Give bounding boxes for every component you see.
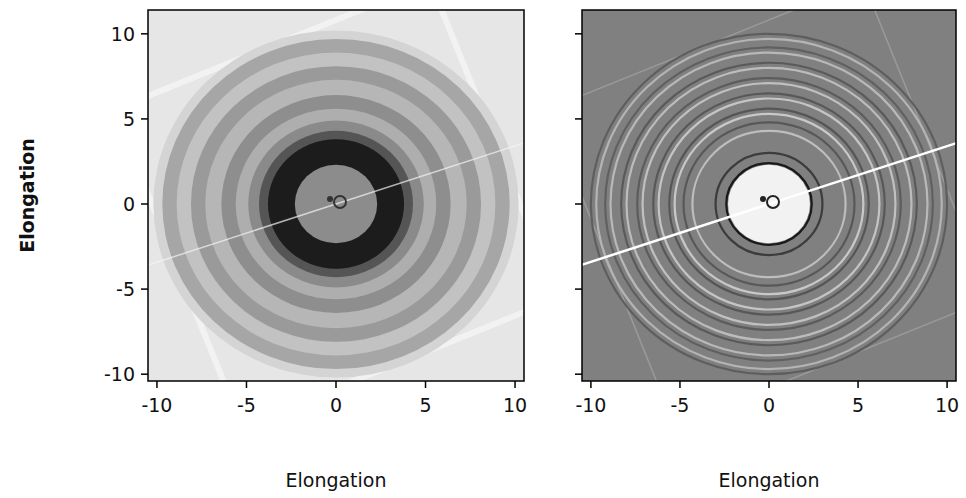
x-tick-label: 0 <box>330 394 342 416</box>
detector-edge <box>148 10 524 381</box>
y-tick-label: 0 <box>123 193 135 215</box>
center-mark <box>760 196 766 202</box>
y-tick <box>575 288 582 290</box>
y-tick <box>575 33 582 35</box>
plot-area <box>582 10 956 381</box>
x-tick-label: -5 <box>237 394 256 416</box>
x-tick <box>425 381 427 388</box>
center-mark <box>334 196 346 208</box>
x-tick-label: -10 <box>575 394 606 416</box>
y-tick <box>141 118 148 120</box>
x-tick-label: 10 <box>503 394 527 416</box>
x-axis-title: Elongation <box>718 469 819 491</box>
y-tick <box>141 373 148 375</box>
detector-edge <box>582 10 956 381</box>
x-axis-title: Elongation <box>285 469 386 491</box>
y-tick <box>141 288 148 290</box>
x-tick <box>246 381 248 388</box>
background <box>148 10 524 381</box>
x-tick-label: 0 <box>763 394 775 416</box>
x-tick-label: -10 <box>141 394 172 416</box>
x-tick-label: 5 <box>852 394 864 416</box>
center-mark <box>767 196 779 208</box>
x-tick <box>679 381 681 388</box>
x-tick-label: 10 <box>935 394 959 416</box>
y-tick <box>575 203 582 205</box>
x-tick <box>514 381 516 388</box>
y-tick-label: -5 <box>116 278 135 300</box>
plot-area <box>148 10 524 381</box>
frame <box>148 10 524 381</box>
y-tick-label: 10 <box>111 23 135 45</box>
beam-stop-arm <box>582 117 956 290</box>
figure: -10 -5 0 5 10 -10 -5 0 5 10 Elongation Elongation -1… <box>0 0 966 498</box>
x-tick-label: 5 <box>419 394 431 416</box>
y-tick <box>575 118 582 120</box>
y-tick-label: 5 <box>123 108 135 130</box>
x-tick <box>857 381 859 388</box>
x-tick-label: -5 <box>670 394 689 416</box>
y-tick <box>141 33 148 35</box>
y-tick <box>141 203 148 205</box>
x-tick <box>946 381 948 388</box>
center-mark <box>327 196 333 202</box>
x-tick <box>590 381 592 388</box>
x-tick <box>335 381 337 388</box>
background <box>582 10 956 381</box>
beam-stop-arm <box>148 117 524 291</box>
y-axis-title: Elongation <box>16 138 38 253</box>
frame <box>582 10 956 381</box>
y-tick <box>575 373 582 375</box>
y-tick-label: -10 <box>104 363 135 385</box>
x-tick <box>768 381 770 388</box>
x-tick <box>156 381 158 388</box>
